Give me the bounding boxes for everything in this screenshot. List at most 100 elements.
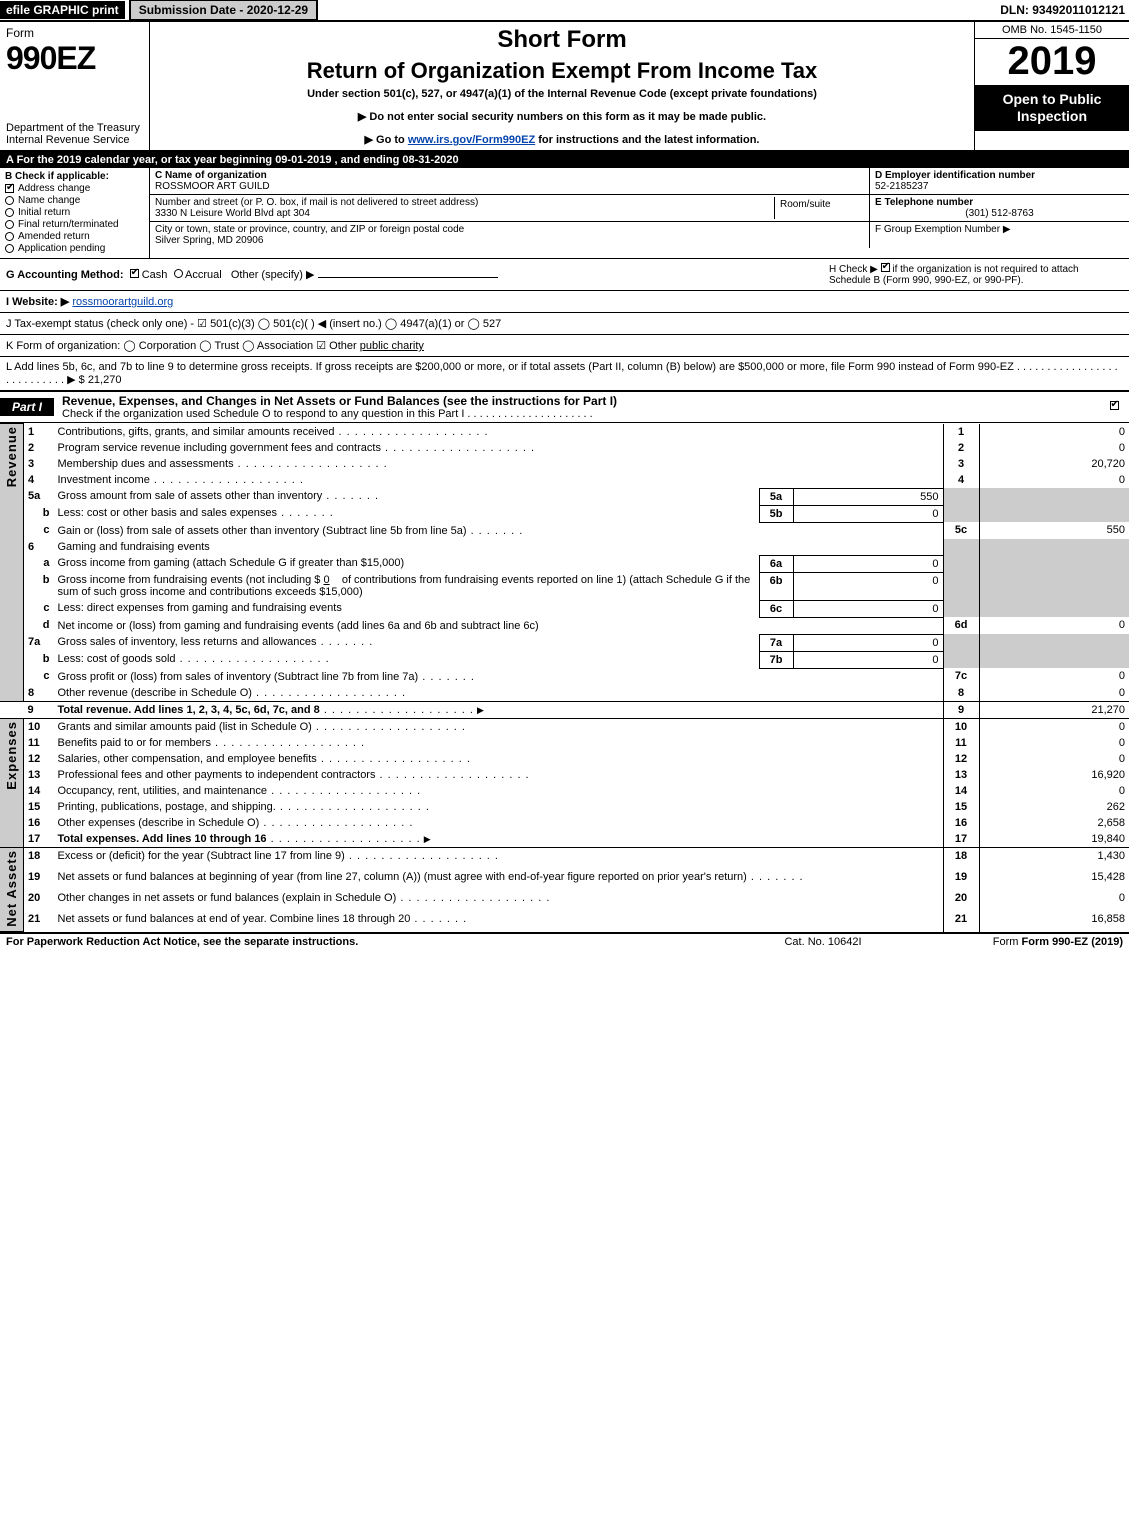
line-num: 13: [943, 767, 979, 783]
bullet-goto: ▶ Go to www.irs.gov/Form990EZ for instru…: [160, 133, 964, 146]
irs-link[interactable]: www.irs.gov/Form990EZ: [408, 134, 535, 146]
line-num: 11: [943, 735, 979, 751]
addr-value: 3330 N Leisure World Blvd apt 304: [155, 208, 774, 219]
line-num-shade: [943, 539, 979, 556]
line-num: 15: [943, 799, 979, 815]
line-val-shade: [979, 600, 1129, 617]
return-title: Return of Organization Exempt From Incom…: [160, 58, 964, 84]
chk-name-change[interactable]: Name change: [5, 195, 144, 206]
line-A-tax-year: A For the 2019 calendar year, or tax yea…: [0, 152, 1129, 168]
top-bar: efile GRAPHIC print Submission Date - 20…: [0, 0, 1129, 22]
short-form-title: Short Form: [160, 26, 964, 54]
subbox-no: 6a: [759, 555, 793, 572]
K-form-org: K Form of organization: ◯ Corporation ◯ …: [0, 335, 1129, 357]
line-desc: Excess or (deficit) for the year (Subtra…: [54, 847, 944, 869]
chk-label: Application pending: [18, 243, 105, 254]
l6b-desc1: Gross income from fundraising events (no…: [58, 574, 321, 586]
column-CD: C Name of organization ROSSMOOR ART GUIL…: [150, 168, 1129, 258]
subbox-val: 550: [793, 488, 943, 505]
chk-initial-return[interactable]: Initial return: [5, 207, 144, 218]
subbox-val: 0: [793, 600, 943, 617]
J-tax-exempt: J Tax-exempt status (check only one) - ☑…: [0, 313, 1129, 335]
form-word: Form: [6, 26, 143, 40]
C-address: Number and street (or P. O. box, if mail…: [155, 197, 774, 219]
side-revenue-text: Revenue: [4, 426, 19, 487]
radio-icon: [5, 232, 14, 241]
line-no: 12: [24, 751, 54, 767]
line-num: 9: [943, 701, 979, 718]
line-val-shade: [979, 539, 1129, 556]
line-desc: Printing, publications, postage, and shi…: [54, 799, 944, 815]
radio-icon: [5, 196, 14, 205]
line-no: c: [24, 522, 54, 539]
website-link[interactable]: rossmoorartguild.org: [72, 296, 173, 308]
line-val: 0: [979, 440, 1129, 456]
checkbox-icon: [881, 263, 890, 272]
line-desc: Other changes in net assets or fund bala…: [54, 890, 944, 911]
line-desc: Investment income: [54, 472, 944, 489]
line-num: 16: [943, 815, 979, 831]
line-desc: Net income or (loss) from gaming and fun…: [54, 617, 944, 634]
dept-treasury: Department of the Treasury: [6, 122, 143, 134]
chk-application-pending[interactable]: Application pending: [5, 243, 144, 254]
chk-amended-return[interactable]: Amended return: [5, 231, 144, 242]
line-desc: Less: direct expenses from gaming and fu…: [54, 600, 760, 617]
chk-final-return[interactable]: Final return/terminated: [5, 219, 144, 230]
line-num: 7c: [943, 668, 979, 685]
G-label: G Accounting Method:: [6, 269, 124, 281]
group-label: F Group Exemption Number ▶: [875, 224, 1124, 235]
arrow-icon: [424, 833, 433, 845]
part-I-header: Part I Revenue, Expenses, and Changes in…: [0, 391, 1129, 423]
line-val: 0: [979, 718, 1129, 735]
addr-label: Number and street (or P. O. box, if mail…: [155, 197, 774, 208]
F-group: F Group Exemption Number ▶: [869, 222, 1129, 248]
C-city: City or town, state or province, country…: [150, 222, 869, 248]
chk-label: Address change: [18, 183, 90, 194]
phone-label: E Telephone number: [875, 197, 1124, 208]
open-to-public: Open to Public Inspection: [975, 85, 1129, 131]
chk-address-change[interactable]: Address change: [5, 183, 144, 194]
checkbox-icon: [1110, 401, 1119, 410]
part-I-checkbox[interactable]: [1099, 401, 1129, 413]
subbox-no: 6b: [759, 572, 793, 600]
radio-icon: [5, 244, 14, 253]
line-no: 2: [24, 440, 54, 456]
line-A-text: A For the 2019 calendar year, or tax yea…: [6, 154, 459, 166]
line-num: 18: [943, 847, 979, 869]
line-num: 6d: [943, 617, 979, 634]
footer-form: Form 990-EZ (2019): [1022, 936, 1123, 948]
line-no: 5a: [24, 488, 54, 505]
line-desc: Gain or (loss) from sale of assets other…: [54, 522, 944, 539]
bullet-no-ssn: ▶ Do not enter social security numbers o…: [160, 110, 964, 123]
line-val-shade: [979, 572, 1129, 600]
efile-label[interactable]: efile GRAPHIC print: [0, 1, 125, 19]
line-val: 16,920: [979, 767, 1129, 783]
line-desc: Membership dues and assessments: [54, 456, 944, 472]
line-num: 17: [943, 831, 979, 848]
line-no: 19: [24, 869, 54, 890]
line-val: 19,840: [979, 831, 1129, 848]
radio-icon: [5, 220, 14, 229]
line-no: a: [24, 555, 54, 572]
dept-irs: Internal Revenue Service: [6, 134, 143, 146]
line-num-shade: [943, 600, 979, 617]
line-num-shade: [943, 505, 979, 522]
K-other: public charity: [360, 340, 424, 352]
part-I-subtitle: Check if the organization used Schedule …: [62, 408, 1091, 420]
checkbox-icon: [5, 184, 14, 193]
bullet-goto-pre: ▶ Go to: [365, 134, 408, 146]
line-num: 10: [943, 718, 979, 735]
line-no: b: [24, 572, 54, 600]
line-num: 5c: [943, 522, 979, 539]
line-desc: Gaming and fundraising events: [54, 539, 944, 556]
line-num: 3: [943, 456, 979, 472]
line-no: 6: [24, 539, 54, 556]
line-no: 16: [24, 815, 54, 831]
line-num: 19: [943, 869, 979, 890]
line-val: 0: [979, 735, 1129, 751]
dln: DLN: 93492011012121: [1000, 3, 1129, 17]
side-netassets: Net Assets: [0, 847, 24, 932]
title-center: Short Form Return of Organization Exempt…: [150, 22, 974, 150]
side-netassets-text: Net Assets: [4, 850, 19, 927]
side-revenue: Revenue: [0, 424, 24, 702]
